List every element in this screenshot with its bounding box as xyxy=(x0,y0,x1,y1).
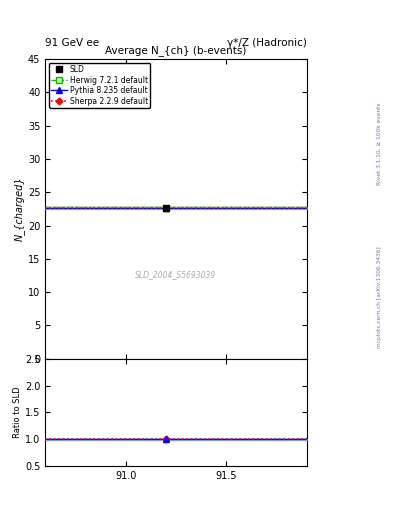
Y-axis label: N_{charged}: N_{charged} xyxy=(14,177,25,241)
Y-axis label: Ratio to SLD: Ratio to SLD xyxy=(13,387,22,438)
Text: Rivet 3.1.10, ≥ 100k events: Rivet 3.1.10, ≥ 100k events xyxy=(377,102,382,185)
Text: 91 GeV ee: 91 GeV ee xyxy=(45,38,99,48)
Text: mcplots.cern.ch [arXiv:1306.3436]: mcplots.cern.ch [arXiv:1306.3436] xyxy=(377,246,382,348)
Text: γ*/Z (Hadronic): γ*/Z (Hadronic) xyxy=(227,38,307,48)
Title: Average N_{ch} (b-events): Average N_{ch} (b-events) xyxy=(105,45,246,56)
Legend: SLD, Herwig 7.2.1 default, Pythia 8.235 default, Sherpa 2.2.9 default: SLD, Herwig 7.2.1 default, Pythia 8.235 … xyxy=(49,62,150,108)
Text: SLD_2004_S5693039: SLD_2004_S5693039 xyxy=(135,270,217,280)
